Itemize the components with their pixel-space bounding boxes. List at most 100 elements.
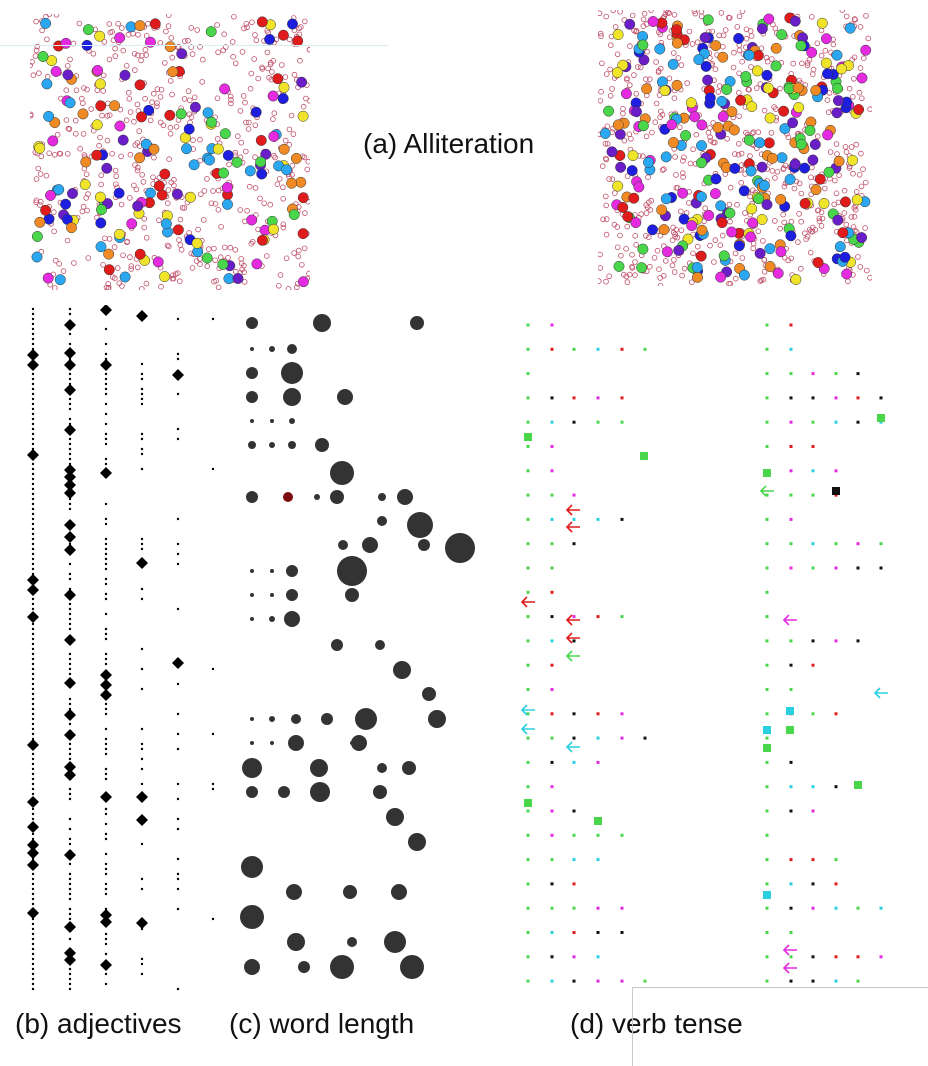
tense-dot <box>620 833 624 837</box>
colored-dot <box>763 13 775 25</box>
word-dot <box>31 522 35 526</box>
outline-dot <box>598 278 602 284</box>
colored-dot <box>860 44 872 56</box>
outline-dot <box>705 129 712 136</box>
colored-dot <box>615 161 627 173</box>
outline-dot <box>648 10 654 13</box>
tense-dot <box>526 493 530 497</box>
outline-dot <box>633 242 639 248</box>
colored-dot <box>668 137 679 148</box>
outline-dot <box>286 36 293 43</box>
outline-dot <box>689 279 695 286</box>
outline-dot <box>214 136 221 142</box>
colored-dot <box>204 154 215 166</box>
word-length-bubble <box>250 569 254 573</box>
colored-dot <box>756 214 768 225</box>
word-dot <box>68 457 72 461</box>
outline-dot <box>598 88 604 95</box>
outline-dot <box>270 116 276 122</box>
outline-dot <box>743 35 750 42</box>
outline-dot <box>204 263 211 270</box>
colored-dot <box>839 251 851 263</box>
colored-dot <box>250 106 262 118</box>
colored-dot <box>109 100 121 112</box>
outline-dot <box>56 261 62 267</box>
tense-square <box>524 799 532 807</box>
colored-dot <box>822 129 834 141</box>
outline-dot <box>798 265 804 272</box>
colored-dot <box>612 29 624 41</box>
outline-dot <box>806 227 813 233</box>
outline-dot <box>638 211 644 217</box>
colored-dot <box>297 192 309 204</box>
outline-dot <box>645 174 651 181</box>
tense-dot <box>789 566 793 570</box>
outline-dot <box>791 185 798 192</box>
tense-dot <box>526 760 530 764</box>
word-dot <box>104 502 108 506</box>
outline-dot <box>210 188 216 194</box>
colored-dot <box>132 200 144 212</box>
colored-dot <box>126 218 138 230</box>
outline-dot <box>842 144 849 150</box>
colored-dot <box>766 152 778 164</box>
outline-dot <box>822 47 829 54</box>
colored-dot <box>778 105 790 117</box>
word-length-bubble <box>242 758 262 778</box>
outline-dot <box>107 29 114 36</box>
tense-dot <box>526 882 530 886</box>
outline-dot <box>267 201 274 208</box>
word-dot <box>31 382 35 386</box>
colored-dot <box>159 168 171 180</box>
word-length-bubble <box>378 493 386 501</box>
outline-dot <box>194 27 201 33</box>
word-dot <box>104 372 108 376</box>
outline-dot <box>98 172 105 179</box>
word-dot <box>31 982 35 986</box>
outline-dot <box>143 280 150 287</box>
outline-dot <box>748 64 754 70</box>
colored-dot <box>763 137 775 149</box>
outline-dot <box>301 154 308 161</box>
outline-dot <box>128 263 135 269</box>
tense-dot <box>550 833 554 837</box>
word-dot <box>104 552 108 556</box>
tense-dot <box>596 955 600 959</box>
colored-dot <box>641 83 653 95</box>
outline-dot <box>755 228 762 235</box>
outline-dot <box>850 94 856 100</box>
outline-dot <box>863 13 869 19</box>
outline-dot <box>178 247 185 253</box>
colored-dot <box>637 120 649 132</box>
tense-dot <box>526 785 530 789</box>
outline-dot <box>603 278 609 285</box>
outline-dot <box>246 183 253 190</box>
outline-dot <box>84 207 90 214</box>
outline-dot <box>218 224 224 230</box>
outline-dot <box>646 76 653 82</box>
outline-dot <box>126 96 133 102</box>
adjective-diamond <box>64 519 76 531</box>
outline-dot <box>712 237 719 243</box>
adjective-diamond <box>100 467 112 479</box>
colored-dot <box>145 187 156 199</box>
word-dot <box>68 342 72 346</box>
outline-dot <box>804 62 811 69</box>
colored-dot <box>219 128 231 140</box>
colored-dot <box>754 137 766 149</box>
outline-dot <box>127 109 134 115</box>
word-dot <box>104 597 108 601</box>
word-dot <box>31 397 35 401</box>
colored-dot <box>776 152 788 164</box>
colored-dot <box>772 267 784 279</box>
word-dot <box>31 632 35 636</box>
word-dot <box>31 502 35 506</box>
tense-dot <box>811 906 815 910</box>
outline-dot <box>816 218 823 225</box>
tense-dot <box>550 347 554 351</box>
word-dot <box>140 742 144 746</box>
tense-dot <box>856 396 860 400</box>
tense-dot <box>572 882 576 886</box>
outline-dot <box>229 39 236 45</box>
outline-dot <box>106 236 113 242</box>
